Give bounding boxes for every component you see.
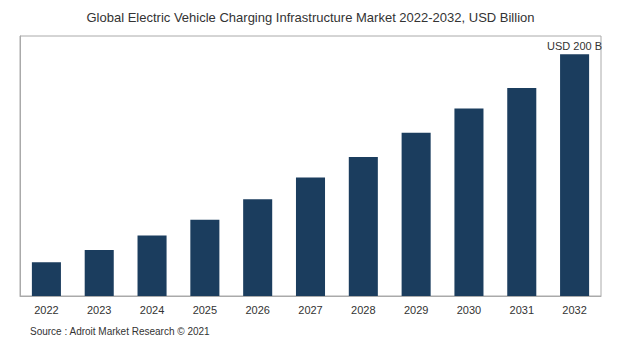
svg-text:Global Electric Vehicle Chargi: Global Electric Vehicle Charging Infrast… bbox=[87, 10, 535, 25]
svg-text:2028: 2028 bbox=[351, 304, 375, 316]
svg-text:Source : Adroit Market Researc: Source : Adroit Market Research © 2021 bbox=[30, 326, 210, 337]
svg-text:2032: 2032 bbox=[562, 304, 586, 316]
svg-text:2027: 2027 bbox=[298, 304, 322, 316]
svg-text:2024: 2024 bbox=[140, 304, 164, 316]
svg-text:2025: 2025 bbox=[193, 304, 217, 316]
svg-text:USD 200 B: USD 200 B bbox=[547, 40, 602, 52]
svg-text:2026: 2026 bbox=[245, 304, 269, 316]
svg-text:2023: 2023 bbox=[87, 304, 111, 316]
svg-text:2029: 2029 bbox=[404, 304, 428, 316]
svg-text:2031: 2031 bbox=[510, 304, 534, 316]
svg-text:2030: 2030 bbox=[457, 304, 481, 316]
svg-text:2022: 2022 bbox=[34, 304, 58, 316]
